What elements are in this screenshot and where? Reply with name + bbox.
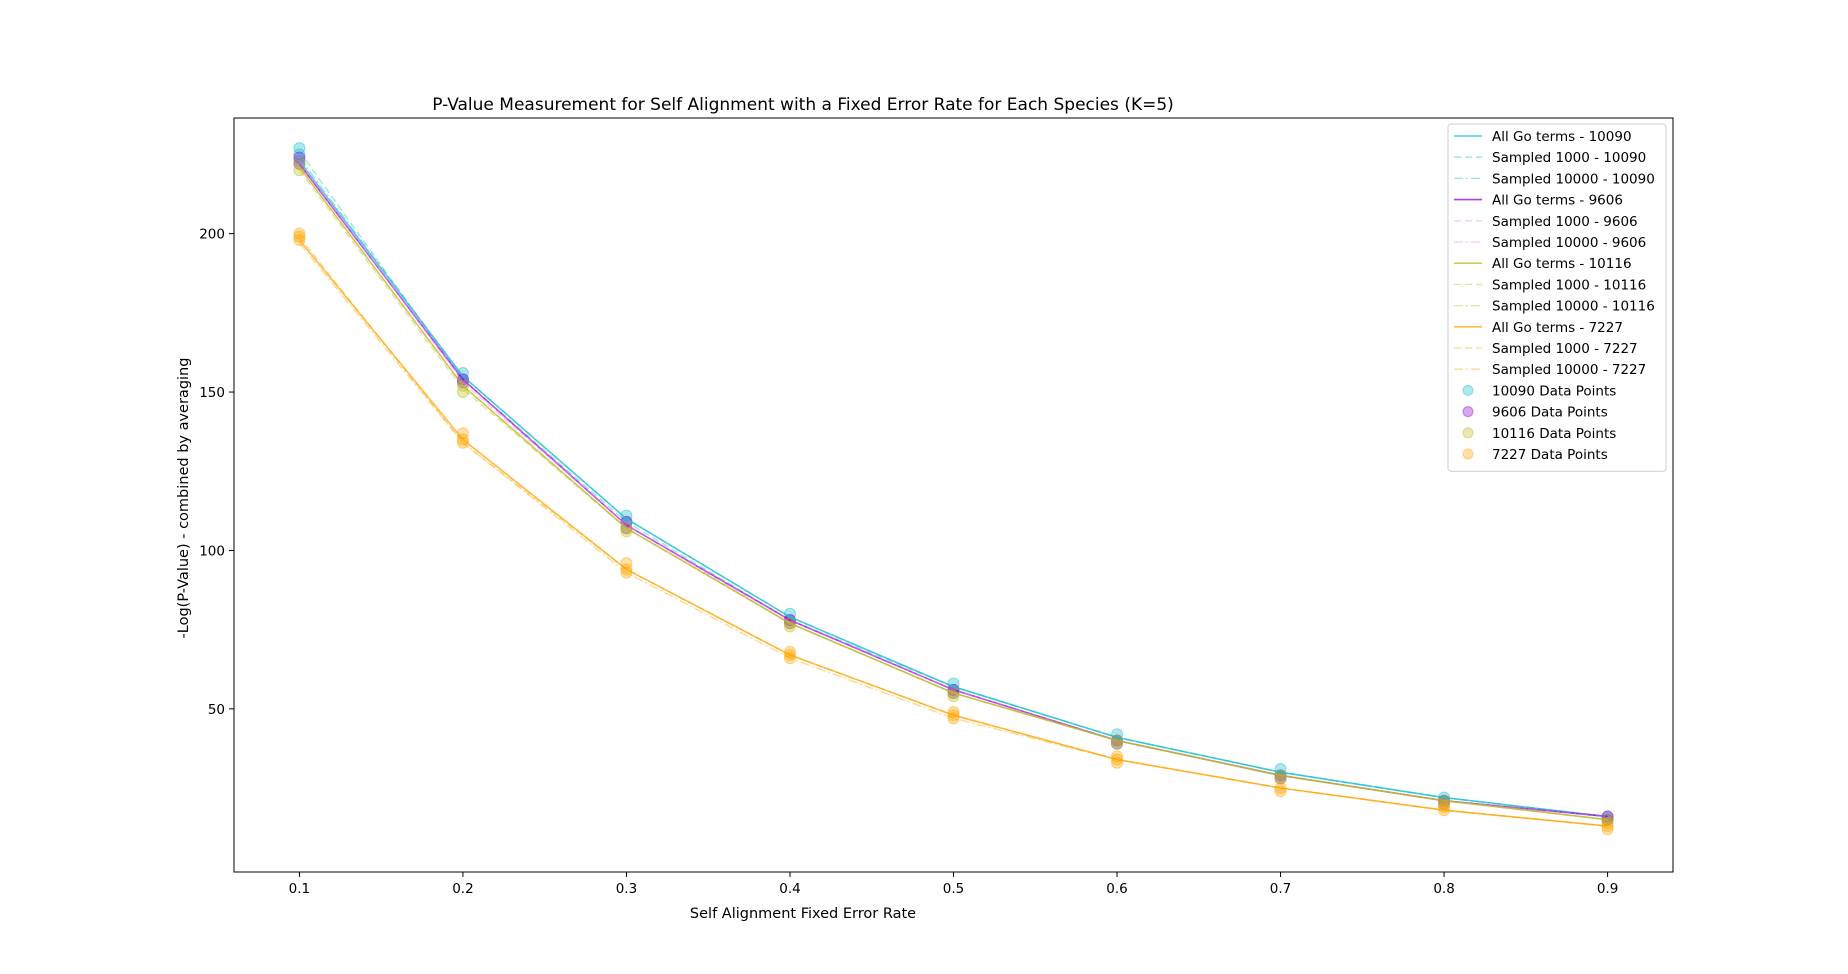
chart-title: P-Value Measurement for Self Alignment w… <box>432 95 1174 115</box>
x-tick-label: 0.7 <box>1270 881 1291 897</box>
data-point-10090 <box>620 509 633 522</box>
data-point-7227 <box>293 230 306 243</box>
x-tick-label: 0.9 <box>1597 881 1618 897</box>
legend-label: Sampled 1000 - 10116 <box>1492 277 1646 293</box>
legend-label: 10116 Data Points <box>1492 426 1616 442</box>
data-point-7227 <box>456 436 469 449</box>
x-tick-label: 0.2 <box>452 881 473 897</box>
legend-label: Sampled 10000 - 7227 <box>1492 362 1646 378</box>
legend-label: 9606 Data Points <box>1492 405 1608 421</box>
legend-swatch-marker <box>1462 448 1474 460</box>
plot-area <box>293 142 1614 836</box>
y-tick-label: 100 <box>199 543 225 559</box>
x-tick-label: 0.5 <box>943 881 964 897</box>
y-tick-label: 150 <box>199 385 225 401</box>
legend-label: Sampled 1000 - 9606 <box>1492 214 1638 230</box>
legend-label: Sampled 10000 - 10116 <box>1492 299 1655 315</box>
legend-label: Sampled 1000 - 7227 <box>1492 341 1638 357</box>
legend-label: All Go terms - 9606 <box>1492 193 1623 209</box>
series-line-3 <box>298 157 1608 818</box>
data-point-10090 <box>293 148 306 161</box>
series-line-8 <box>298 169 1608 821</box>
y-axis-label: -Log(P-Value) - combined by averaging <box>176 358 192 639</box>
x-axis-label: Self Alignment Fixed Error Rate <box>690 906 916 922</box>
x-tick-label: 0.1 <box>289 881 310 897</box>
legend-label: Sampled 1000 - 10090 <box>1492 150 1646 166</box>
legend-label: Sampled 10000 - 9606 <box>1492 235 1646 251</box>
series-line-9 <box>298 166 1608 821</box>
data-point-7227 <box>293 227 306 240</box>
legend-label: All Go terms - 10090 <box>1492 129 1632 145</box>
legend-swatch-marker <box>1462 427 1474 439</box>
axes: 0.1 0.2 0.3 0.4 0.5 0.6 0.7 0.8 0.9 50 100 150 200 <box>199 117 1674 897</box>
legend-label: 7227 Data Points <box>1492 447 1608 463</box>
series-line-7 <box>298 166 1608 821</box>
legend: All Go terms - 10090 Sampled 1000 - 10090… <box>1447 123 1667 472</box>
x-tick-label: 0.3 <box>616 881 637 897</box>
series-line-11 <box>298 236 1608 827</box>
legend-swatch-marker <box>1462 384 1474 396</box>
series-line-1 <box>298 160 1608 818</box>
legend-label: 10090 Data Points <box>1492 383 1616 399</box>
series-line-12 <box>298 242 1608 827</box>
data-point-10090 <box>293 142 306 155</box>
legend-swatch-marker <box>1462 406 1474 418</box>
legend-label: All Go terms - 10116 <box>1492 256 1632 272</box>
x-tick-label: 0.8 <box>1433 881 1454 897</box>
legend-label: Sampled 10000 - 10090 <box>1492 171 1655 187</box>
legend-box <box>1447 123 1667 472</box>
y-tick-label: 200 <box>199 227 225 243</box>
y-tick-label: 50 <box>208 702 225 718</box>
x-tick-label: 0.4 <box>779 881 800 897</box>
legend-label: All Go terms - 7227 <box>1492 320 1623 336</box>
data-point-9606 <box>293 151 306 164</box>
x-tick-label: 0.6 <box>1106 881 1127 897</box>
series-line-10 <box>298 239 1608 827</box>
